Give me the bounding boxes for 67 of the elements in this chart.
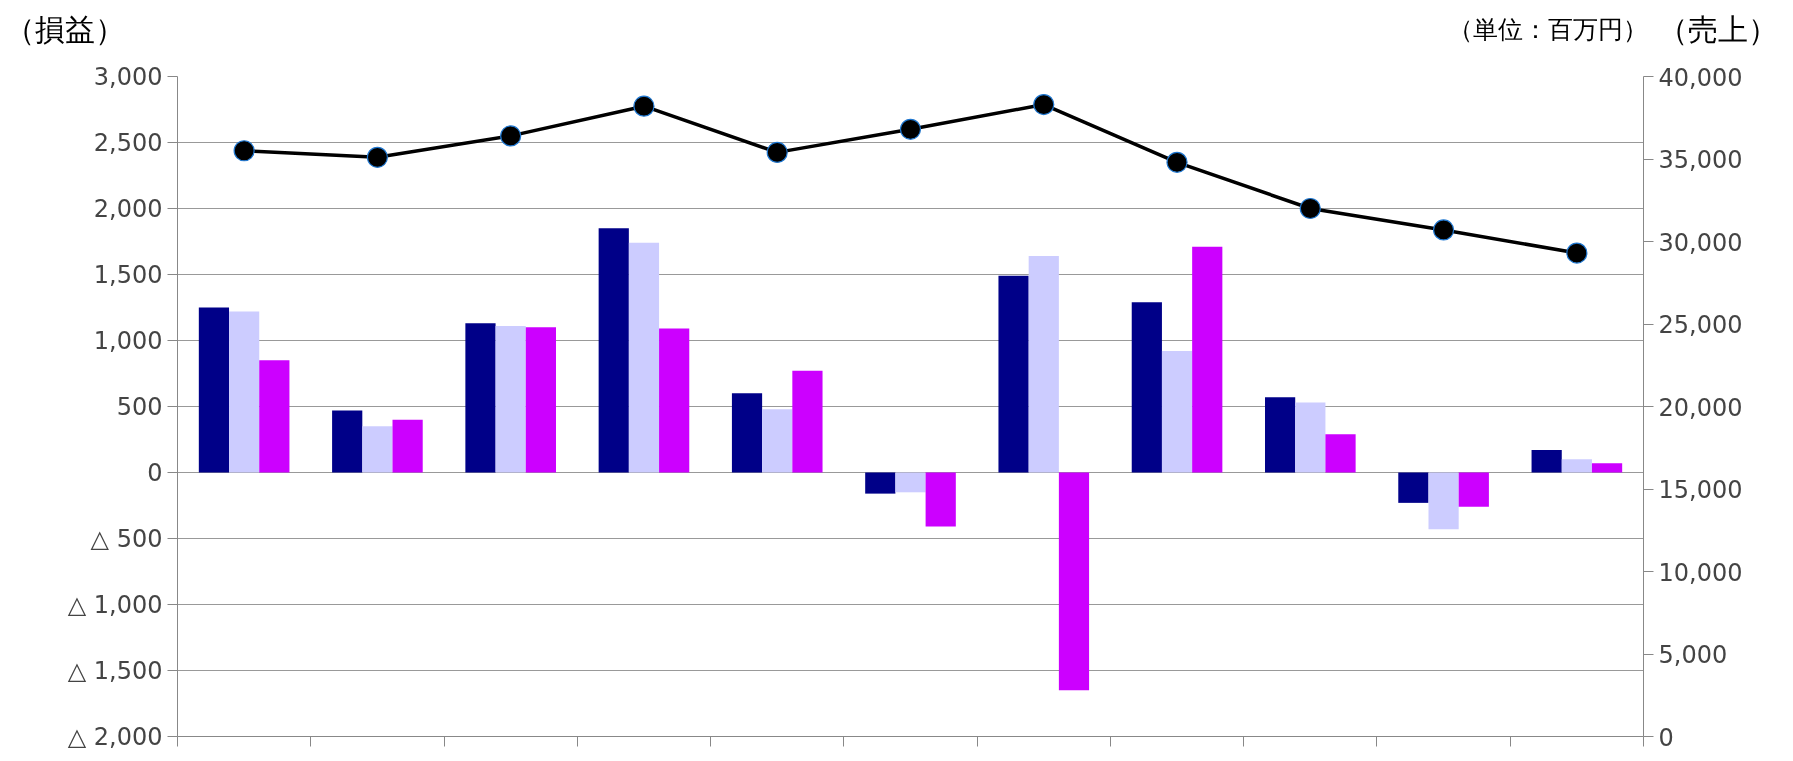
bar [1265,397,1296,473]
bar [659,328,690,473]
point [633,95,655,117]
bar [229,311,260,473]
point [1033,93,1055,116]
bar [792,370,823,473]
point [1566,242,1588,264]
y2-tick-label: 5,000 [1658,641,1728,669]
y-tick-label: △ 1,500 [67,656,163,685]
bar [1161,351,1193,473]
y-tick-label: 1,000 [93,326,163,355]
point [1432,219,1455,241]
bar [465,323,496,473]
bar [865,472,896,494]
bar [259,360,290,473]
bar [1591,463,1623,473]
y-tick-label: 0 [147,458,163,487]
y2-tick-label: 10,000 [1658,558,1743,587]
y2-tick-label: 35,000 [1658,146,1743,174]
y2-axis-title: （売上） [1658,11,1778,49]
bar [525,327,556,473]
point [233,140,255,162]
text: （単位：百万円） [1448,14,1648,46]
bar [925,472,956,527]
point [1299,197,1321,220]
y2-tick-label: 0 [1658,723,1674,752]
y2-tick-label: 15,000 [1658,476,1743,504]
bar [998,275,1029,473]
y2-tick-label: 20,000 [1658,393,1743,422]
y-tick-label: △ 1,000 [67,590,163,619]
bar [762,409,793,473]
bar [1531,450,1562,473]
bar [1058,472,1090,691]
y-tick-label: 1,500 [93,260,163,289]
bar [731,393,763,473]
bar [1028,256,1059,473]
bar [1131,302,1162,473]
point [500,125,522,147]
bar [628,242,660,473]
bar [1295,402,1326,473]
bar [1561,459,1592,473]
bar [362,426,393,473]
y-tick-label: 2,000 [93,194,163,223]
y-tick-label: 500 [116,392,163,421]
point [366,146,389,168]
bar [1398,472,1429,503]
y-tick-label: 2,500 [93,128,163,157]
y-tick-label: △ 500 [90,524,163,553]
point [766,141,788,163]
y2-tick-label: 30,000 [1658,228,1743,257]
bar [392,419,423,473]
bar [895,472,926,493]
y2-tick-label: 25,000 [1658,311,1743,339]
bar [1458,472,1489,507]
bar [332,410,363,473]
bar [1325,434,1356,473]
bar [1428,472,1459,530]
bar [198,307,230,473]
bar [1192,246,1223,473]
y2-tick-label: 40,000 [1658,63,1743,92]
bar [598,228,629,473]
y-tick-label: △ 2,000 [67,722,163,751]
point [899,118,922,140]
bar [495,325,526,473]
point [1166,151,1188,173]
y-axis-title: （損益） [5,11,125,49]
y-tick-label: 3,000 [93,62,163,91]
